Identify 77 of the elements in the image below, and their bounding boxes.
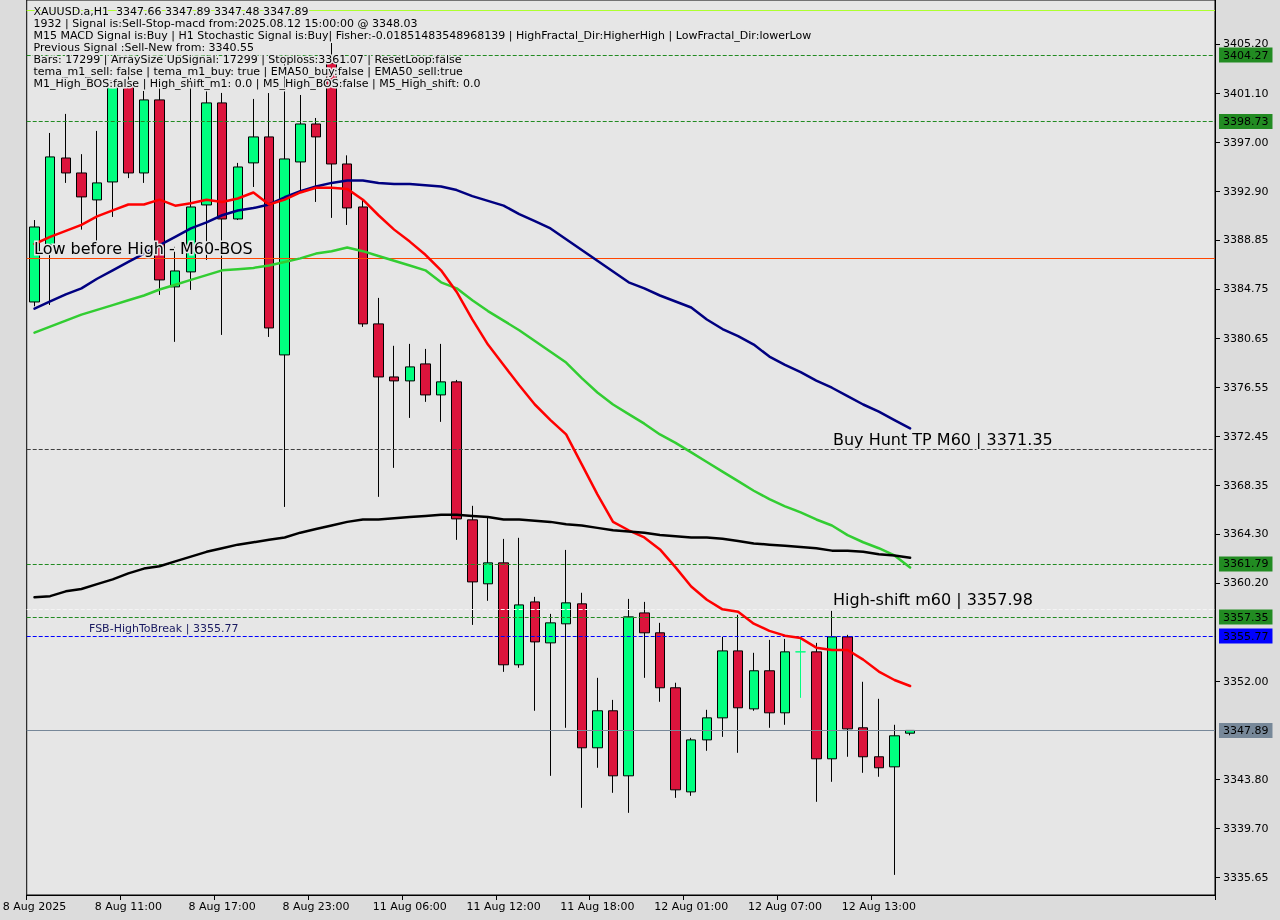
y-tick-label: 3372.45 [1223,429,1269,443]
y-tick-label: 3384.75 [1223,282,1269,296]
y-tick-label: 3388.85 [1223,233,1269,247]
candlestick [780,638,790,726]
ref-line-label: 3361.79 [1223,557,1269,571]
ref-line-label: 3357.35 [1223,610,1269,624]
x-tick-label: 8 Aug 2025 [2,900,67,913]
y-tick-label: 3339.70 [1223,822,1269,836]
annotation: Buy Hunt TP M60 | 3371.35 [833,429,1053,449]
x-tick-label: 12 Aug 01:00 [654,900,729,913]
candlestick [76,153,87,231]
ref-line-label: 3404.27 [1223,48,1269,62]
ref-line-label: 3347.89 [1223,723,1269,737]
candlestick [373,297,384,498]
y-tick-label: 3364.30 [1223,527,1269,541]
candlestick [717,636,728,738]
y-tick-label: 3380.65 [1223,331,1269,345]
ref-line-label: 3355.77 [1223,629,1269,643]
candlestick [874,698,884,778]
annotation: M15 MACD Signal is:Buy | H1 Stochastic Signal is:Buy| Fisher:-0.01851483548968139 | HighFractal_Dir:HigherHigh | LowFractal_Dir:lowerLow [33,28,812,42]
candlestick [498,538,509,673]
y-tick-label: 3343.80 [1223,772,1269,786]
candlestick [623,598,634,814]
candlestick [670,682,681,799]
candlestick [561,549,571,729]
y-tick-label: 3392.90 [1223,184,1269,198]
candlestick [764,639,775,729]
x-tick-label: 11 Aug 06:00 [372,900,447,913]
candlestick [530,596,540,712]
candlestick [420,348,431,403]
candlestick [655,622,665,703]
candlestick [686,737,696,797]
x-tick-label: 12 Aug 13:00 [841,900,916,913]
candlestick [389,345,399,469]
candlestick [92,130,102,243]
candlestick [639,601,650,679]
y-tick-label: 3397.00 [1223,135,1269,149]
x-tick-label: 8 Aug 11:00 [94,900,162,913]
y-tick-label: 3352.00 [1223,674,1269,688]
annotation: High-shift m60 | 3357.98 [833,590,1033,610]
candlestick [811,642,822,803]
x-tick-label: 11 Aug 18:00 [560,900,635,913]
candlestick [545,613,556,777]
line-series [33,179,912,430]
x-tick-label: 8 Aug 23:00 [282,900,350,913]
x-tick-label: 12 Aug 07:00 [747,900,823,913]
line-series [33,186,912,688]
candlestick [61,113,71,184]
candlestick [749,652,759,712]
candlestick [608,699,618,794]
candlestick [311,117,321,203]
candlestick [577,592,587,809]
y-tick-label: 3401.10 [1223,86,1269,100]
y-tick-label: 3376.55 [1223,380,1269,394]
candlestick [795,636,806,699]
candlestick [514,537,524,669]
candlestick [436,343,446,423]
candlestick [248,98,259,188]
candlestick [264,92,274,338]
x-tick-label: 8 Aug 17:00 [188,900,256,913]
x-tick-label: 11 Aug 12:00 [466,900,541,913]
y-tick-label: 3335.65 [1223,870,1269,884]
y-tick-label: 3360.20 [1223,576,1269,590]
candlestick [405,343,415,419]
annotation: FSB-HighToBreak | 3355.77 [89,622,239,636]
candlestick [827,610,837,783]
candlestick [842,634,853,758]
ref-line-label: 3398.73 [1223,114,1269,128]
candlestick [702,709,712,752]
candlestick [733,614,743,754]
candlestick [358,199,368,328]
candlestick [592,677,603,769]
y-tick-label: 3368.35 [1223,478,1269,492]
candlestick [858,681,868,774]
y-tick-label: 3405.20 [1223,37,1269,51]
candlestick [889,724,900,876]
annotation: 1932 | Signal is:Sell-Stop-macd from:2025.08.12 15:00:00 @ 3348.03 [33,16,418,30]
